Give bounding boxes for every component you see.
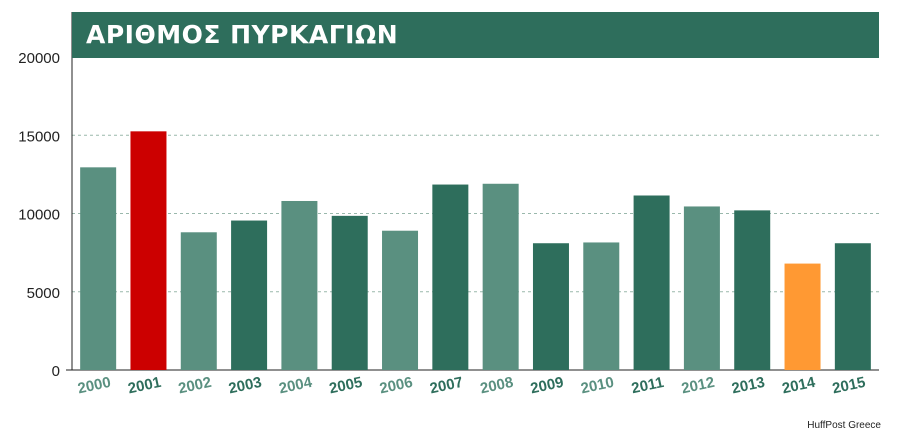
x-tick-label-2010: 2010 bbox=[579, 374, 615, 398]
x-tick-label-2005: 2005 bbox=[328, 374, 364, 398]
x-tick-label-2014: 2014 bbox=[781, 374, 818, 398]
y-tick-label: 20000 bbox=[18, 50, 60, 67]
x-tick-label-2008: 2008 bbox=[479, 374, 515, 398]
bar-2008 bbox=[482, 183, 519, 370]
chart-title: ΑΡΙΘΜΟΣ ΠΥΡΚΑΓΙΩΝ bbox=[86, 20, 399, 49]
x-tick-label-2013: 2013 bbox=[730, 374, 766, 398]
bar-2001 bbox=[130, 131, 167, 370]
bar-2007 bbox=[432, 184, 469, 370]
x-tick-label-2002: 2002 bbox=[177, 374, 213, 398]
source-credit: HuffPost Greece bbox=[807, 420, 881, 431]
x-tick-label-2007: 2007 bbox=[428, 374, 464, 398]
title-band bbox=[72, 12, 879, 58]
x-tick-label-2006: 2006 bbox=[378, 374, 414, 398]
y-tick-label: 10000 bbox=[18, 207, 60, 224]
x-tick-label-2009: 2009 bbox=[529, 374, 565, 398]
bar-2006 bbox=[382, 230, 419, 370]
bar-2000 bbox=[80, 167, 117, 370]
bar-2012 bbox=[683, 206, 720, 370]
bar-2004 bbox=[281, 200, 318, 370]
bar-2011 bbox=[633, 195, 670, 370]
x-tick-label-2011: 2011 bbox=[630, 374, 665, 397]
y-tick-label: 15000 bbox=[18, 128, 60, 145]
x-tick-label-2003: 2003 bbox=[227, 374, 263, 398]
bar-2014 bbox=[784, 263, 821, 370]
y-tick-label: 0 bbox=[52, 363, 60, 380]
x-tick-label-2001: 2001 bbox=[126, 374, 162, 398]
bar-2005 bbox=[331, 215, 368, 370]
x-tick-label-2004: 2004 bbox=[277, 374, 314, 398]
x-tick-label-2012: 2012 bbox=[680, 374, 716, 398]
bar-2003 bbox=[231, 220, 268, 370]
x-tick-label-2015: 2015 bbox=[831, 374, 867, 398]
bar-2010 bbox=[583, 242, 620, 370]
x-tick-label-2000: 2000 bbox=[76, 374, 112, 398]
bar-2015 bbox=[834, 243, 871, 370]
bar-2009 bbox=[532, 243, 569, 370]
y-tick-label: 5000 bbox=[27, 285, 60, 302]
bar-2013 bbox=[734, 210, 771, 370]
bar-2002 bbox=[180, 232, 217, 370]
